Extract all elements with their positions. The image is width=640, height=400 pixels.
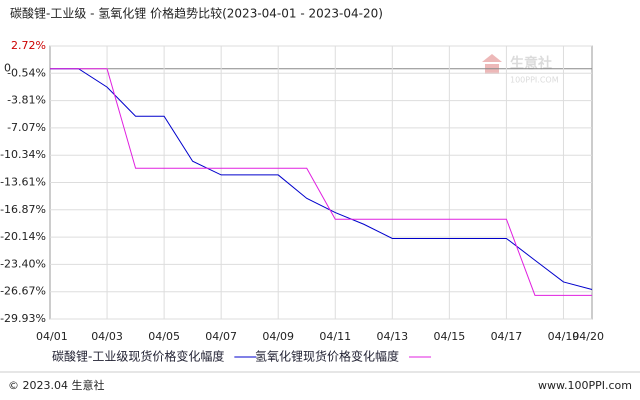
x-tick-label: 04/05 [148, 330, 180, 343]
x-tick-label: 04/11 [319, 330, 351, 343]
footer-right: www.100PPI.com [538, 379, 632, 392]
y-tick-label: -20.14% [0, 230, 46, 243]
footer-left: © 2023.04 生意社 [8, 378, 104, 392]
y-tick-label: -0.54% [7, 66, 46, 79]
y-tick-label: -29.93% [0, 312, 46, 325]
x-tick-label: 04/01 [36, 330, 68, 343]
y-tick-label: 2.72% [11, 39, 46, 52]
y-tick-label: -23.40% [0, 257, 46, 270]
x-tick-label: 04/03 [91, 330, 123, 343]
x-tick-label: 04/17 [491, 330, 523, 343]
legend-label: 碳酸锂-工业级现货价格变化幅度 [52, 349, 224, 364]
watermark-name: 生意社 [510, 55, 552, 72]
y-tick-label: -16.87% [0, 203, 46, 216]
y-tick-label: -3.81% [7, 94, 46, 107]
series-line [50, 68, 593, 290]
x-tick-label: 04/15 [434, 330, 466, 343]
x-tick-label: 04/13 [376, 330, 408, 343]
chart-title: 碳酸锂-工业级 - 氢氧化锂 价格趋势比较(2023-04-01 - 2023-… [10, 6, 383, 21]
y-tick-label: -7.07% [7, 121, 46, 134]
legend-label: 氢氧化锂现货价格变化幅度 [255, 349, 399, 364]
watermark-url: 100PPI.COM [510, 76, 559, 85]
x-tick-label: 04/20 [572, 330, 604, 343]
y-tick-label: -10.34% [0, 148, 46, 161]
y-tick-label: 0 [4, 62, 11, 75]
y-tick-label: -13.61% [0, 176, 46, 189]
x-tick-label: 04/09 [262, 330, 294, 343]
x-tick-label: 04/07 [205, 330, 237, 343]
x-tick-label: 04/19 [548, 330, 580, 343]
y-tick-label: -26.67% [0, 285, 46, 298]
series-line [50, 68, 592, 296]
